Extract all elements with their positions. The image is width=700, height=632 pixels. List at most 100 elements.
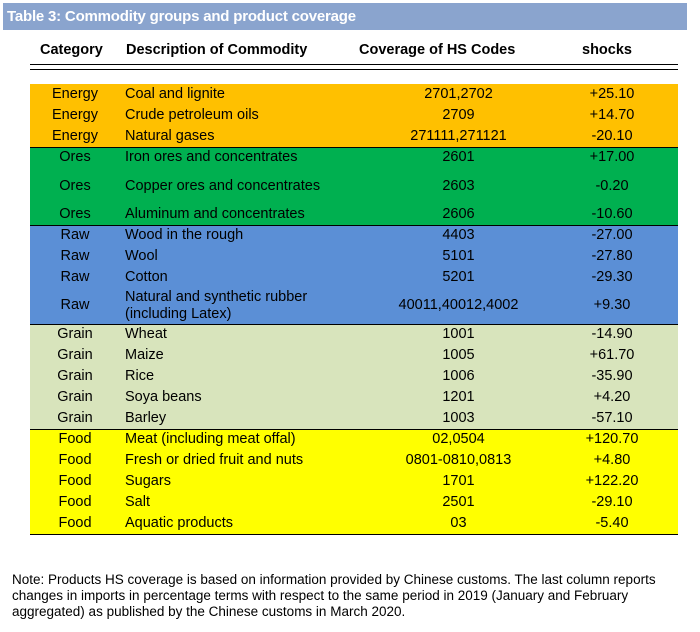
table-row: Ores Aluminum and concentrates 2606 -10.60: [30, 204, 678, 225]
commodity-table: Energy Coal and lignite 2701,2702 +25.10 Ene…: [30, 84, 678, 535]
cell-description: Copper ores and concentrates: [125, 177, 321, 194]
cell-category: Food: [58, 473, 92, 489]
table-title: Table 3: Commodity groups and product co…: [7, 8, 356, 25]
cell-shock: -10.60: [591, 205, 633, 222]
cell-hs-codes: 5101: [442, 248, 475, 264]
table-row: Grain Barley 1003 -57.10: [30, 408, 678, 429]
cell-shock: +25.10: [589, 86, 635, 102]
cell-category: Grain: [57, 347, 93, 363]
cell-category: Grain: [57, 368, 93, 384]
cell-category: Energy: [52, 86, 98, 102]
cell-shock: +120.70: [546, 428, 678, 450]
cell-hs-codes: 1003: [442, 409, 475, 426]
cell-category: Raw: [30, 224, 120, 246]
table-row: Ores Iron ores and concentrates 2601 +17.00: [30, 146, 678, 168]
cell-category: Food: [30, 513, 120, 535]
cell-hs-codes: 2709: [442, 107, 475, 123]
cell-description: Salt: [125, 494, 150, 510]
cell-hs-codes: 271111,271121: [410, 127, 507, 144]
cell-shock: -0.20: [595, 177, 629, 194]
cell-shock: +9.30: [593, 297, 631, 314]
cell-category: Energy: [52, 127, 98, 144]
cell-shock: +122.20: [585, 473, 639, 489]
cell-description: Meat (including meat offal): [120, 428, 371, 450]
cell-hs-codes: 1001: [371, 323, 546, 345]
table-row: Raw Cotton 5201 -29.30: [30, 267, 678, 288]
header-category: Category: [40, 42, 103, 58]
cell-hs-codes: 03: [371, 513, 546, 535]
cell-hs-codes: 2606: [442, 205, 475, 222]
cell-category: Ores: [30, 146, 120, 168]
table-row: Grain Maize 1005 +61.70: [30, 345, 678, 366]
cell-shock: -27.00: [546, 224, 678, 246]
cell-description: Wool: [125, 248, 158, 264]
cell-category: Energy: [52, 107, 98, 123]
cell-description: Natural and synthetic rubber (including …: [125, 288, 308, 322]
cell-shock: -29.30: [591, 269, 633, 285]
table-row: Food Sugars 1701 +122.20: [30, 471, 678, 492]
cell-description: Soya beans: [125, 389, 202, 405]
header-description: Description of Commodity: [126, 42, 308, 58]
cell-hs-codes: 2501: [442, 494, 475, 510]
cell-category: Raw: [60, 248, 90, 264]
cell-hs-codes: 1701: [442, 473, 475, 489]
header-shocks: shocks: [582, 42, 632, 58]
cell-hs-codes: 1201: [442, 389, 475, 405]
cell-description: Aquatic products: [120, 513, 371, 535]
table-row: Ores Copper ores and concentrates 2603 -0.2…: [30, 168, 678, 204]
table-row: Raw Wool 5101 -27.80: [30, 246, 678, 267]
cell-shock: -20.10: [591, 127, 633, 144]
table-row: Energy Crude petroleum oils 2709 +14.70: [30, 105, 678, 126]
table-row: Raw Natural and synthetic rubber (includi…: [30, 288, 678, 324]
cell-description: Rice: [125, 368, 155, 384]
cell-category: Grain: [57, 409, 93, 426]
cell-hs-codes: 5201: [442, 269, 475, 285]
cell-description: Aluminum and concentrates: [125, 205, 305, 222]
table-title-bar: Table 3: Commodity groups and product co…: [3, 3, 687, 30]
cell-description: Iron ores and concentrates: [120, 146, 371, 168]
cell-hs-codes: 2603: [442, 177, 475, 194]
table-row: Grain Rice 1006 -35.90: [30, 366, 678, 387]
cell-category: Raw: [60, 269, 90, 285]
cell-description: Natural gases: [125, 127, 215, 144]
cell-shock: -35.90: [591, 368, 633, 384]
cell-shock: +4.20: [593, 389, 631, 405]
table-row: Energy Natural gases 271111,271121 -20.10: [30, 126, 678, 147]
cell-hs-codes: 0801-0810,0813: [405, 452, 512, 468]
cell-shock: -29.10: [591, 494, 633, 510]
cell-shock: -27.80: [591, 248, 633, 264]
cell-shock: +4.80: [593, 452, 631, 468]
table-row: Raw Wood in the rough 4403 -27.00: [30, 224, 678, 246]
table-note: Note: Products HS coverage is based on i…: [12, 572, 656, 619]
cell-category: Ores: [59, 205, 91, 222]
cell-hs-codes: 1005: [442, 347, 475, 363]
cell-shock: +17.00: [546, 146, 678, 168]
cell-description: Crude petroleum oils: [125, 107, 259, 123]
cell-category: Grain: [57, 389, 93, 405]
table-row: Food Aquatic products 03 -5.40: [30, 513, 678, 535]
cell-description: Coal and lignite: [125, 86, 225, 102]
cell-shock: -5.40: [546, 513, 678, 535]
cell-description: Barley: [125, 409, 167, 426]
cell-category: Ores: [59, 177, 91, 194]
table-row: Food Meat (including meat offal) 02,0504 +1…: [30, 428, 678, 450]
cell-description: Cotton: [125, 269, 168, 285]
cell-shock: -14.90: [546, 323, 678, 345]
table-row: Grain Wheat 1001 -14.90: [30, 323, 678, 345]
cell-description: Sugars: [125, 473, 171, 489]
table-row: Food Fresh or dried fruit and nuts 0801-08…: [30, 450, 678, 471]
table-row: Grain Soya beans 1201 +4.20: [30, 387, 678, 408]
cell-hs-codes: 2701,2702: [424, 86, 493, 102]
cell-category: Food: [58, 494, 92, 510]
cell-shock: +14.70: [589, 107, 635, 123]
cell-hs-codes: 2601: [371, 146, 546, 168]
header-coverage: Coverage of HS Codes: [359, 42, 516, 58]
cell-shock: -57.10: [591, 409, 633, 426]
cell-description: Wheat: [120, 323, 371, 345]
cell-category: Grain: [30, 323, 120, 345]
cell-hs-codes: 1006: [442, 368, 475, 384]
cell-description: Maize: [125, 347, 164, 363]
cell-hs-codes: 02,0504: [371, 428, 546, 450]
table-row: Energy Coal and lignite 2701,2702 +25.10: [30, 84, 678, 105]
cell-category: Food: [30, 428, 120, 450]
